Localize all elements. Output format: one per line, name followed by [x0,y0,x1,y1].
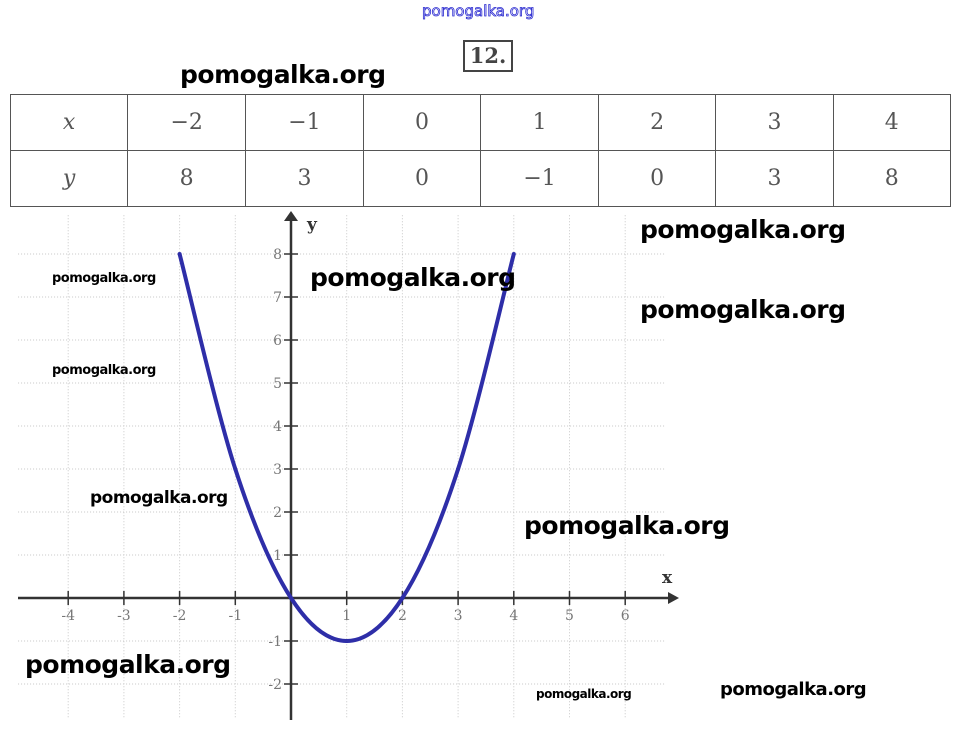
x-tick-label: 4 [509,608,518,624]
table-row-x: x −2 −1 0 1 2 3 4 [9,94,952,151]
y-tick-label: 7 [273,290,282,306]
watermark: pomogalka.org [90,488,228,508]
table-row-y: y 8 3 0 −1 0 3 8 [9,150,952,207]
values-table: x −2 −1 0 1 2 3 4 y 8 3 0 −1 0 3 8 [9,94,952,207]
y-axis-arrow [284,211,298,221]
y-axis-label: y [306,215,318,235]
table-cell: 0 [597,150,717,207]
watermark: pomogalka.org [25,650,231,679]
y-tick-label: 5 [273,376,282,392]
table-cell: 3 [715,94,834,151]
y-tick-label: 1 [273,548,282,564]
x-axis-arrow [668,592,679,604]
watermark: pomogalka.org [52,363,156,378]
data-point [400,596,405,600]
table-cell: −1 [480,150,599,207]
data-point [289,596,293,600]
x-tick-label: 1 [342,608,351,624]
data-point [177,252,182,256]
row-header-y: y [9,150,129,207]
watermark: pomogalka.org [536,687,632,701]
watermark: pomogalka.org [52,271,156,286]
watermark: pomogalka.org [524,511,730,540]
x-tick-label: -1 [228,608,242,624]
y-tick-label: 4 [273,419,282,435]
data-point [233,467,238,471]
x-axis-label: x [662,568,673,588]
watermark: pomogalka.org [640,215,846,244]
y-tick-label: 3 [273,462,282,478]
x-tick-label: 3 [454,608,463,624]
watermark: pomogalka.org [640,295,846,324]
x-tick-label: -2 [173,608,187,624]
data-point [456,467,461,471]
data-point [344,639,349,643]
y-tick-label: 8 [273,247,282,263]
watermark: pomogalka.org [720,679,867,700]
table-cell: 3 [715,150,834,207]
x-tick-label: 6 [621,608,630,624]
y-tick-label: 6 [273,333,282,349]
table-cell: 0 [362,94,482,151]
row-header-x: x [9,94,129,151]
table-cell: 8 [127,150,247,207]
y-tick-label: -1 [268,634,282,650]
data-point [511,252,516,256]
x-tick-label: -3 [117,608,131,624]
table-cell: 4 [832,94,952,151]
watermark: pomogalka.org [180,60,386,89]
watermark: pomogalka.org [310,263,516,292]
x-tick-label: 5 [565,608,574,624]
table-cell: 0 [362,150,482,207]
y-tick-label: -2 [268,677,282,693]
table-cell: 8 [832,150,952,207]
table-cell: 3 [245,150,364,207]
y-tick-label: 2 [273,505,282,521]
problem-number: 12. [463,40,513,72]
watermark-top: pomogalka.org [422,2,535,21]
x-tick-label: 2 [398,608,407,624]
x-tick-label: -4 [61,608,75,624]
